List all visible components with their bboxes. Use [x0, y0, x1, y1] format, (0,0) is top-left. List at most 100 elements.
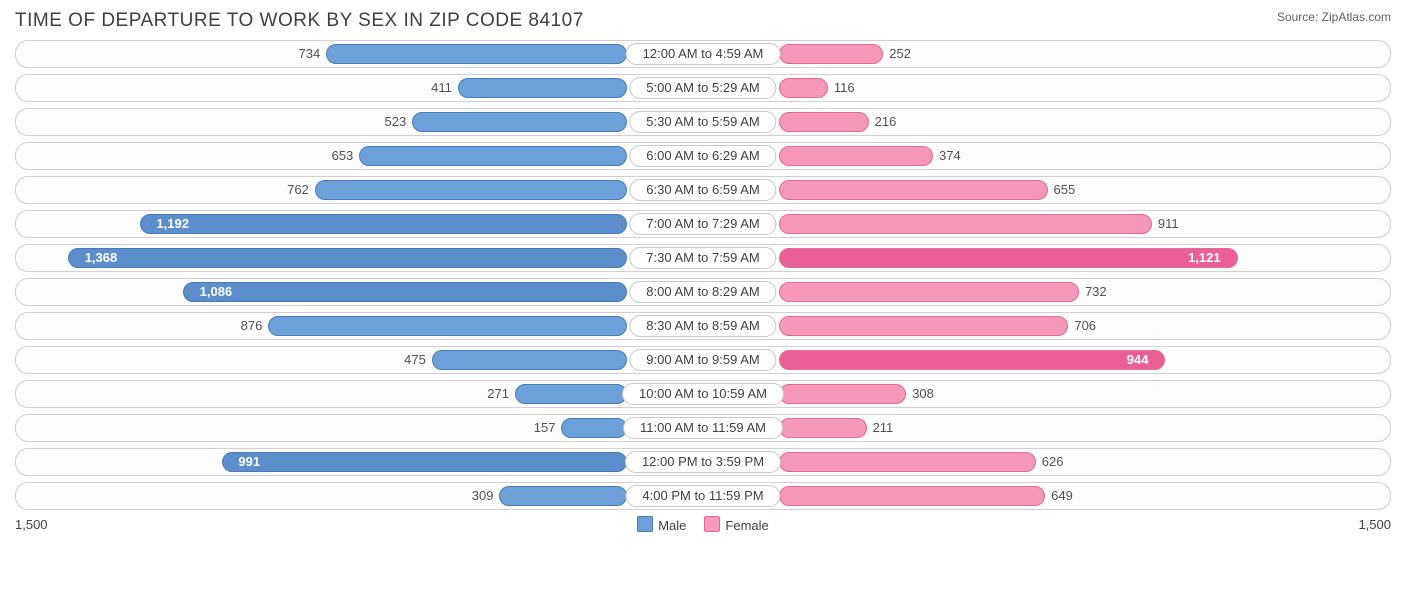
- male-half: 734: [16, 41, 703, 67]
- male-bar: [268, 316, 627, 336]
- male-value: 475: [404, 347, 434, 373]
- female-bar: [779, 486, 1046, 506]
- time-range-label: 7:00 AM to 7:29 AM: [629, 213, 776, 235]
- chart-row: 4111165:00 AM to 5:29 AM: [15, 74, 1391, 102]
- time-range-label: 12:00 AM to 4:59 AM: [626, 43, 781, 65]
- female-bar: [779, 282, 1079, 302]
- chart-row: 653 374 6:00 AM to 6:29 AM: [15, 142, 1391, 170]
- male-half: 653: [16, 143, 703, 169]
- male-half: 762: [16, 177, 703, 203]
- male-value: 157: [534, 415, 564, 441]
- chart-row: 1,0867328:00 AM to 8:29 AM: [15, 278, 1391, 306]
- female-half: 211: [703, 415, 1390, 441]
- male-half: 309: [16, 483, 703, 509]
- female-value: 1,121: [1188, 245, 1229, 271]
- female-bar: [779, 316, 1069, 336]
- male-bar: [432, 350, 628, 370]
- male-bar: [222, 452, 628, 472]
- time-range-label: 12:00 PM to 3:59 PM: [625, 451, 781, 473]
- female-half: 944: [703, 347, 1390, 373]
- axis-max-right: 1,500: [1358, 517, 1391, 532]
- male-bar: [412, 112, 627, 132]
- male-half: 157: [16, 415, 703, 441]
- male-half: 1,086: [16, 279, 703, 305]
- chart-header: TIME OF DEPARTURE TO WORK BY SEX IN ZIP …: [15, 10, 1391, 32]
- female-bar: [779, 350, 1166, 370]
- time-range-label: 4:00 PM to 11:59 PM: [625, 485, 780, 507]
- female-value: 655: [1046, 177, 1076, 203]
- female-half: 626: [703, 449, 1390, 475]
- male-value: 762: [287, 177, 317, 203]
- time-range-label: 9:00 AM to 9:59 AM: [629, 349, 776, 371]
- male-value: 734: [299, 41, 329, 67]
- female-half: 732: [703, 279, 1390, 305]
- male-bar: [359, 146, 627, 166]
- time-range-label: 11:00 AM to 11:59 AM: [623, 417, 783, 439]
- diverging-bar-chart: 73425212:00 AM to 4:59 AM4111165:00 AM t…: [15, 40, 1391, 510]
- female-half: 116: [703, 75, 1390, 101]
- female-bar: [779, 44, 884, 64]
- female-bar: [779, 180, 1048, 200]
- female-half: 252: [703, 41, 1390, 67]
- female-bar: [779, 146, 933, 166]
- time-range-label: 7:30 AM to 7:59 AM: [629, 247, 776, 269]
- male-half: 475: [16, 347, 703, 373]
- chart-row: 876 706 8:30 AM to 8:59 AM: [15, 312, 1391, 340]
- time-range-label: 10:00 AM to 10:59 AM: [622, 383, 784, 405]
- male-value: 653: [332, 143, 362, 169]
- time-range-label: 8:30 AM to 8:59 AM: [629, 315, 776, 337]
- female-value: 211: [865, 415, 894, 441]
- legend-female: Female: [704, 516, 768, 533]
- male-bar: [68, 248, 628, 268]
- male-half: 1,192: [16, 211, 703, 237]
- female-half: 649: [703, 483, 1390, 509]
- time-range-label: 6:00 AM to 6:29 AM: [629, 145, 776, 167]
- male-value: 1,368: [77, 245, 118, 271]
- male-bar: [561, 418, 627, 438]
- male-value: 411: [431, 75, 460, 101]
- female-value: 626: [1034, 449, 1064, 475]
- legend: Male Female: [637, 516, 769, 533]
- female-value: 216: [867, 109, 897, 135]
- chart-row: 157 211 11:00 AM to 11:59 AM: [15, 414, 1391, 442]
- chart-footer: 1,500 Male Female 1,500: [15, 516, 1391, 533]
- male-value: 876: [241, 313, 271, 339]
- female-half: 911: [703, 211, 1390, 237]
- chart-row: 1,192 911 7:00 AM to 7:29 AM: [15, 210, 1391, 238]
- male-half: 271: [16, 381, 703, 407]
- female-value: 706: [1066, 313, 1096, 339]
- male-bar: [315, 180, 628, 200]
- female-value: 374: [931, 143, 961, 169]
- female-value: 649: [1043, 483, 1073, 509]
- male-value: 309: [472, 483, 502, 509]
- male-value: 991: [230, 449, 260, 475]
- chart-row: 991 626 12:00 PM to 3:59 PM: [15, 448, 1391, 476]
- female-half: 1,121: [703, 245, 1390, 271]
- legend-male: Male: [637, 516, 686, 533]
- chart-row: 271 30810:00 AM to 10:59 AM: [15, 380, 1391, 408]
- male-half: 991: [16, 449, 703, 475]
- female-half: 706: [703, 313, 1390, 339]
- chart-row: 7626556:30 AM to 6:59 AM: [15, 176, 1391, 204]
- female-bar: [779, 78, 828, 98]
- male-bar: [183, 282, 628, 302]
- chart-row: 1,368 1,121 7:30 AM to 7:59 AM: [15, 244, 1391, 272]
- female-half: 308: [703, 381, 1390, 407]
- male-value: 271: [487, 381, 517, 407]
- female-swatch: [704, 516, 720, 532]
- chart-row: 734 25212:00 AM to 4:59 AM: [15, 40, 1391, 68]
- male-half: 523: [16, 109, 703, 135]
- chart-row: 309 649 4:00 PM to 11:59 PM: [15, 482, 1391, 510]
- chart-title: TIME OF DEPARTURE TO WORK BY SEX IN ZIP …: [15, 10, 584, 32]
- male-half: 876: [16, 313, 703, 339]
- female-value: 911: [1150, 211, 1179, 237]
- female-bar: [779, 384, 907, 404]
- female-half: 374: [703, 143, 1390, 169]
- female-bar: [779, 452, 1036, 472]
- male-bar: [458, 78, 628, 98]
- female-value: 116: [826, 75, 855, 101]
- male-bar: [140, 214, 628, 234]
- male-bar: [515, 384, 627, 404]
- male-bar: [499, 486, 627, 506]
- male-swatch: [637, 516, 653, 532]
